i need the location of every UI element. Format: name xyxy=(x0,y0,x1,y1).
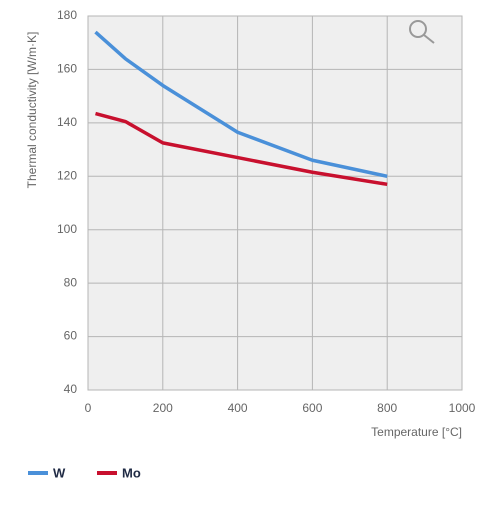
x-tick-label: 800 xyxy=(377,401,397,415)
legend-label: W xyxy=(53,465,66,480)
y-tick-label: 80 xyxy=(64,275,78,289)
y-axis-label: Thermal conductivity [W/m·K] xyxy=(25,32,39,189)
x-tick-label: 400 xyxy=(228,401,248,415)
y-tick-label: 40 xyxy=(64,382,78,396)
data-line xyxy=(94,30,388,178)
x-tick-label: 600 xyxy=(302,401,322,415)
zoom-icon[interactable] xyxy=(409,20,435,44)
y-tick-label: 120 xyxy=(57,168,77,182)
x-tick-label: 0 xyxy=(85,401,92,415)
x-axis-label: Temperature [°C] xyxy=(371,425,462,439)
x-tick-label: 1000 xyxy=(449,401,476,415)
y-tick-label: 140 xyxy=(57,115,77,129)
y-tick-label: 160 xyxy=(57,62,77,76)
data-line xyxy=(95,111,388,187)
y-tick-label: 180 xyxy=(57,8,77,22)
y-tick-label: 60 xyxy=(64,329,78,343)
legend-label: Mo xyxy=(122,465,141,480)
y-tick-label: 100 xyxy=(57,222,77,236)
x-tick-label: 200 xyxy=(153,401,173,415)
